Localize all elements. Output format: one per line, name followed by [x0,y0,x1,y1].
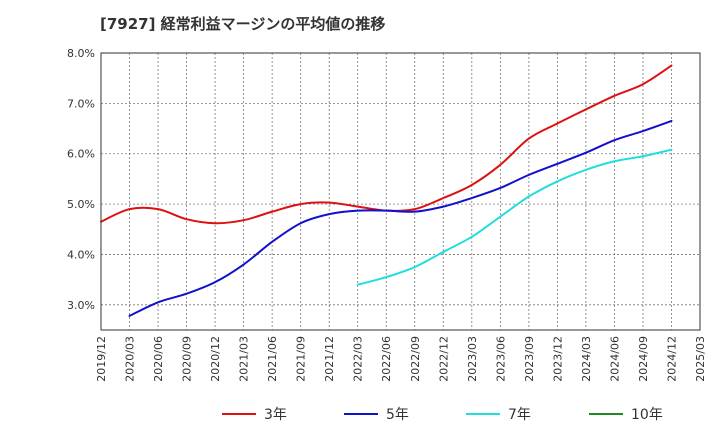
legend-label: 10年 [631,407,663,423]
y-tick-label: 7.0% [67,97,95,110]
series-line-7年 [356,148,673,286]
x-tick-label: 2021/06 [266,336,279,382]
x-tick-label: 2024/12 [665,336,678,382]
legend: 3年 5年 7年 10年 [222,407,663,423]
x-tick-label: 2023/03 [466,336,479,382]
x-tick-label: 2020/09 [181,336,194,382]
x-tick-label: 2022/03 [352,336,365,382]
x-tick-label: 2025/03 [694,336,707,382]
series-line-5年 [128,119,673,317]
y-tick-label: 4.0% [67,248,95,261]
x-tick-label: 2024/06 [608,336,621,382]
y-tick-label: 3.0% [67,299,95,312]
x-tick-label: 2021/12 [323,336,336,382]
x-tick-label: 2021/09 [295,336,308,382]
x-tick-label: 2020/03 [124,336,137,382]
x-tick-label: 2023/09 [523,336,536,382]
y-tick-label: 8.0% [67,47,95,60]
x-tick-label: 2019/12 [95,336,108,382]
y-tick-label: 6.0% [67,148,95,161]
x-tick-label: 2024/03 [580,336,593,382]
x-tick-label: 2023/06 [494,336,507,382]
y-tick-label: 5.0% [67,198,95,211]
y-axis-ticks: 3.0% 4.0% 5.0% 6.0% 7.0% 8.0% [67,47,95,312]
x-tick-label: 2023/12 [551,336,564,382]
x-tick-label: 2022/12 [437,336,450,382]
legend-label: 5年 [386,407,409,423]
x-tick-label: 2020/12 [209,336,222,382]
x-tick-label: 2022/06 [380,336,393,382]
series-lines [100,64,673,317]
x-tick-label: 2020/06 [152,336,165,382]
grid [100,52,701,330]
x-axis-ticks: 2019/12 2020/03 2020/06 2020/09 2020/12 2021/… [95,336,707,382]
x-tick-label: 2021/03 [238,336,251,382]
plot-frame [100,52,701,331]
legend-label: 3年 [264,407,287,423]
x-tick-label: 2024/09 [637,336,650,382]
legend-label: 7年 [508,407,531,423]
x-tick-label: 2022/09 [409,336,422,382]
chart-title: [7927] 経常利益マージンの平均値の推移 [100,15,386,33]
